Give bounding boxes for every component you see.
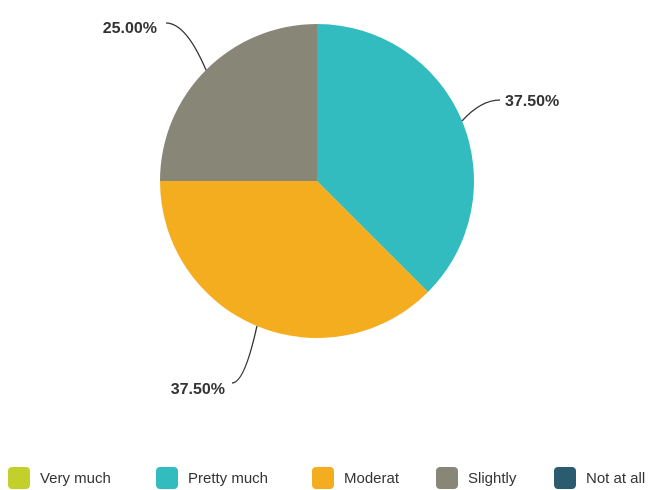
legend-swatch-pretty-much xyxy=(156,467,178,489)
legend-swatch-not-at-all xyxy=(554,467,576,489)
legend-swatch-moderat xyxy=(312,467,334,489)
legend-label-moderat: Moderat xyxy=(344,469,400,487)
legend-item-slightly[interactable]: Slightly xyxy=(436,466,516,490)
legend-item-pretty-much[interactable]: Pretty much xyxy=(156,466,268,490)
pie-slice-pretty-much[interactable] xyxy=(317,24,475,293)
pie-slice-moderat[interactable] xyxy=(160,181,429,339)
leader-line-moderat xyxy=(231,325,258,384)
legend-label-very-much: Very much xyxy=(40,469,111,487)
legend: Very much Pretty much Moderat Slightly N… xyxy=(8,466,648,490)
data-label-slightly: 25.00% xyxy=(103,20,157,37)
legend-item-moderat[interactable]: Moderat xyxy=(312,466,399,490)
data-label-pretty-much: 37.50% xyxy=(505,93,559,110)
data-label-moderat: 37.50% xyxy=(171,381,225,398)
leader-line-pretty-much xyxy=(461,99,501,122)
legend-item-very-much[interactable]: Very much xyxy=(8,466,111,490)
pie-slice-slightly[interactable] xyxy=(160,24,317,181)
legend-label-not-at-all: Not at all xyxy=(586,469,646,487)
legend-swatch-very-much xyxy=(8,467,30,489)
leader-line-slightly xyxy=(165,22,207,71)
legend-item-not-at-all[interactable]: Not at all xyxy=(554,466,645,490)
legend-swatch-slightly xyxy=(436,467,458,489)
legend-label-slightly: Slightly xyxy=(468,469,517,487)
legend-label-pretty-much: Pretty much xyxy=(188,469,269,487)
